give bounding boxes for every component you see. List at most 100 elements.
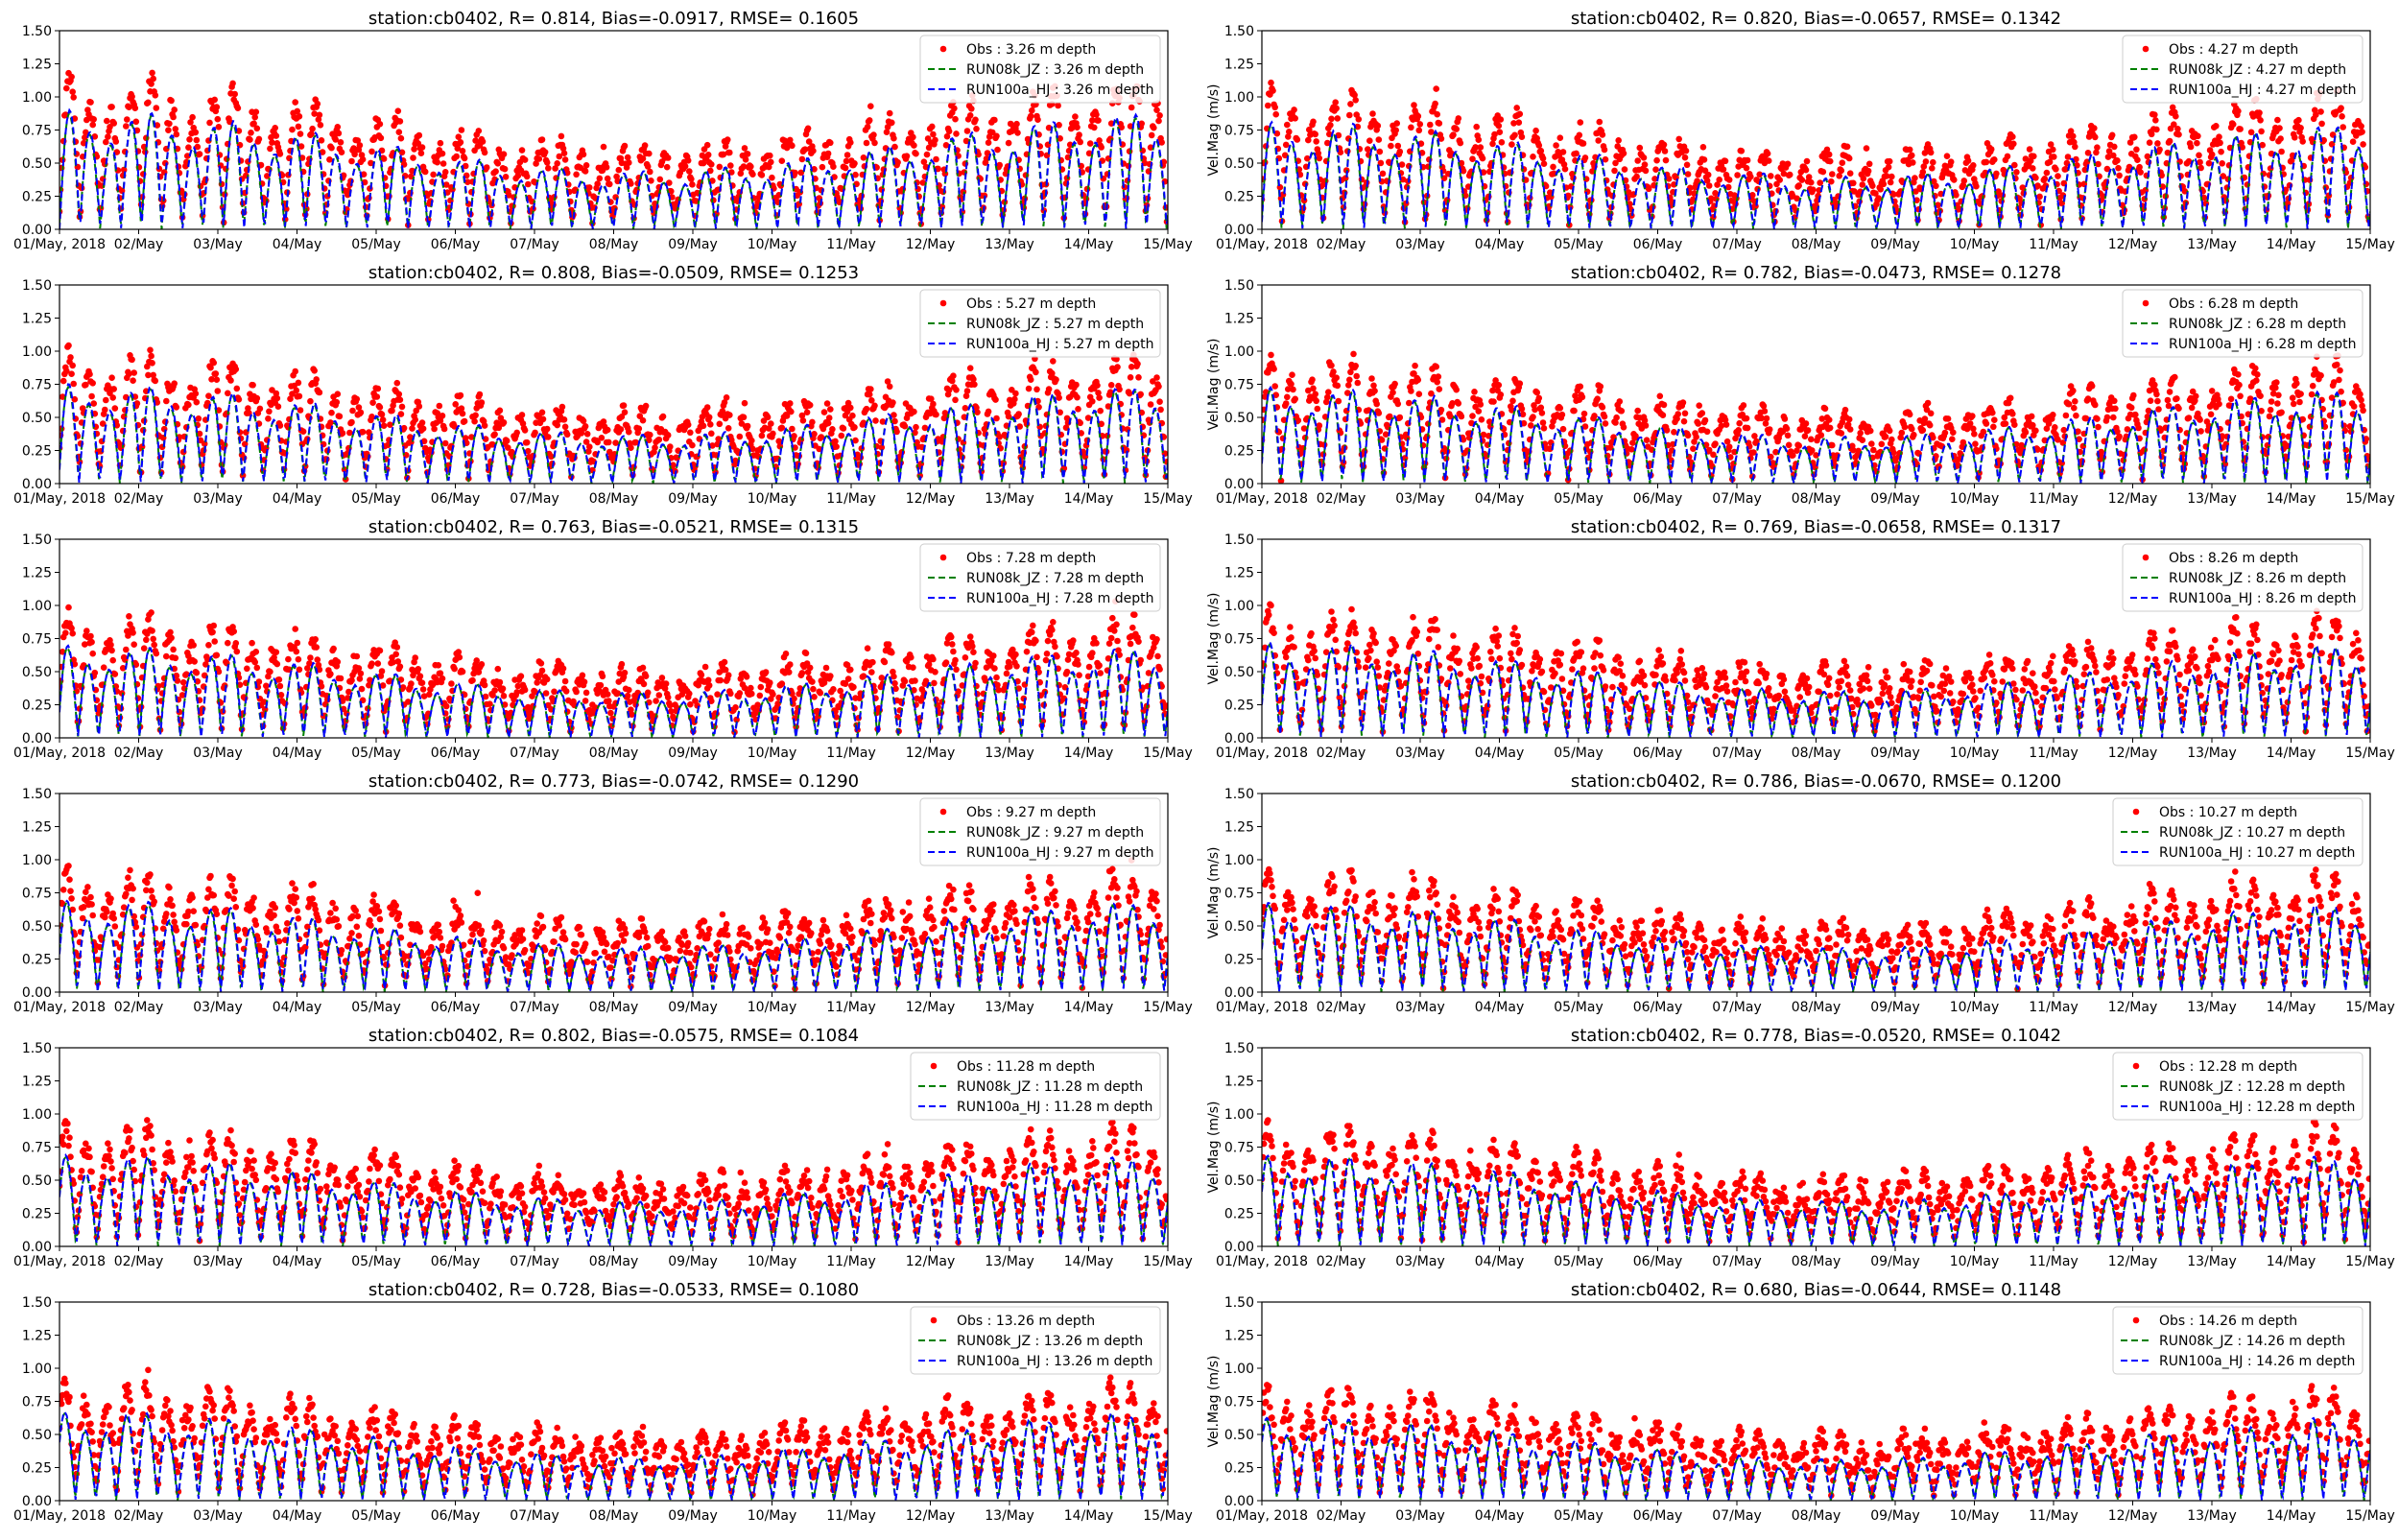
obs-point xyxy=(244,666,250,673)
obs-point xyxy=(501,151,508,157)
obs-point xyxy=(582,168,589,175)
obs-point xyxy=(1498,391,1505,398)
obs-point xyxy=(109,394,116,401)
obs-point xyxy=(2073,413,2079,419)
obs-point xyxy=(503,174,510,180)
obs-point xyxy=(1456,400,1462,407)
subplot-1: station:cb0402, R= 0.814, Bias=-0.0917, … xyxy=(13,9,1193,252)
obs-point xyxy=(1011,396,1018,403)
obs-point xyxy=(377,404,384,411)
obs-point xyxy=(1652,166,1659,173)
obs-point xyxy=(1383,431,1390,438)
obs-point xyxy=(1536,395,1543,402)
x-tick-label: 08/May xyxy=(589,746,638,761)
obs-point xyxy=(540,416,547,423)
obs-point xyxy=(480,138,487,145)
obs-point xyxy=(594,180,601,187)
obs-point xyxy=(168,98,175,105)
obs-point xyxy=(1808,437,1815,443)
obs-point xyxy=(1406,400,1413,407)
obs-point xyxy=(647,169,653,176)
obs-point xyxy=(1156,398,1163,405)
obs-point xyxy=(724,394,730,401)
obs-point xyxy=(807,402,814,409)
obs-point xyxy=(129,93,135,100)
obs-point xyxy=(112,671,119,677)
obs-point xyxy=(313,644,320,651)
obs-point xyxy=(215,388,222,394)
obs-point xyxy=(643,403,650,410)
y-tick-label: 0.25 xyxy=(22,444,52,460)
obs-point xyxy=(933,412,939,418)
obs-point xyxy=(1332,99,1339,106)
obs-point xyxy=(825,420,832,427)
obs-point xyxy=(849,413,856,419)
obs-point xyxy=(1437,386,1443,392)
obs-point xyxy=(1376,410,1383,416)
obs-point xyxy=(1829,442,1836,449)
obs-point xyxy=(1480,155,1486,162)
obs-point xyxy=(129,357,135,364)
obs-point xyxy=(1091,125,1098,131)
obs-point xyxy=(149,70,155,77)
obs-point xyxy=(253,649,260,655)
obs-point xyxy=(2340,124,2346,130)
obs-point xyxy=(317,112,323,119)
obs-point xyxy=(1034,116,1041,123)
obs-point xyxy=(2095,161,2102,168)
obs-point xyxy=(1925,400,1932,407)
obs-point xyxy=(1352,363,1359,369)
obs-point xyxy=(67,354,74,361)
obs-point xyxy=(622,409,629,415)
obs-point xyxy=(1478,401,1485,408)
obs-point xyxy=(1436,373,1442,380)
obs-point xyxy=(1857,430,1864,437)
obs-point xyxy=(2318,121,2325,128)
obs-point xyxy=(685,421,692,428)
x-tick-label: 10/May xyxy=(1950,491,1999,507)
obs-point xyxy=(1116,387,1123,393)
x-tick-label: 10/May xyxy=(748,746,796,761)
y-tick-label: 0.75 xyxy=(22,378,52,393)
obs-point xyxy=(1662,148,1669,154)
obs-point xyxy=(1594,395,1601,402)
obs-point xyxy=(1317,422,1323,429)
obs-point xyxy=(205,392,212,399)
obs-point xyxy=(272,125,278,131)
obs-point xyxy=(532,430,538,437)
obs-point xyxy=(561,416,568,423)
x-tick-label: 09/May xyxy=(668,491,717,507)
y-tick-label: 0.00 xyxy=(22,223,52,238)
obs-point xyxy=(1598,384,1604,391)
obs-point xyxy=(161,426,168,433)
obs-point xyxy=(2276,125,2283,131)
obs-point xyxy=(871,140,878,147)
obs-point xyxy=(482,422,488,429)
obs-point xyxy=(148,353,154,360)
obs-point xyxy=(357,142,364,149)
obs-point xyxy=(107,642,114,649)
obs-point xyxy=(2112,406,2119,413)
x-tick-label: 13/May xyxy=(985,491,1033,507)
obs-point xyxy=(1840,159,1846,166)
obs-point xyxy=(1907,147,1913,154)
obs-point xyxy=(1693,434,1699,440)
obs-point xyxy=(68,370,75,377)
obs-point xyxy=(2350,138,2357,145)
obs-point xyxy=(315,656,321,663)
obs-point xyxy=(2051,154,2057,160)
x-tick-label: 01/May, 2018 xyxy=(13,746,106,761)
obs-point xyxy=(765,415,772,421)
obs-point xyxy=(348,158,355,165)
legend-obs-marker xyxy=(940,300,947,307)
obs-point xyxy=(1538,405,1545,412)
obs-point xyxy=(2072,144,2078,151)
obs-point xyxy=(409,425,416,432)
obs-point xyxy=(1573,151,1580,157)
obs-point xyxy=(213,370,220,377)
obs-point xyxy=(292,99,298,106)
obs-point xyxy=(2153,127,2160,133)
obs-point xyxy=(1887,158,1893,165)
obs-point xyxy=(839,433,845,439)
